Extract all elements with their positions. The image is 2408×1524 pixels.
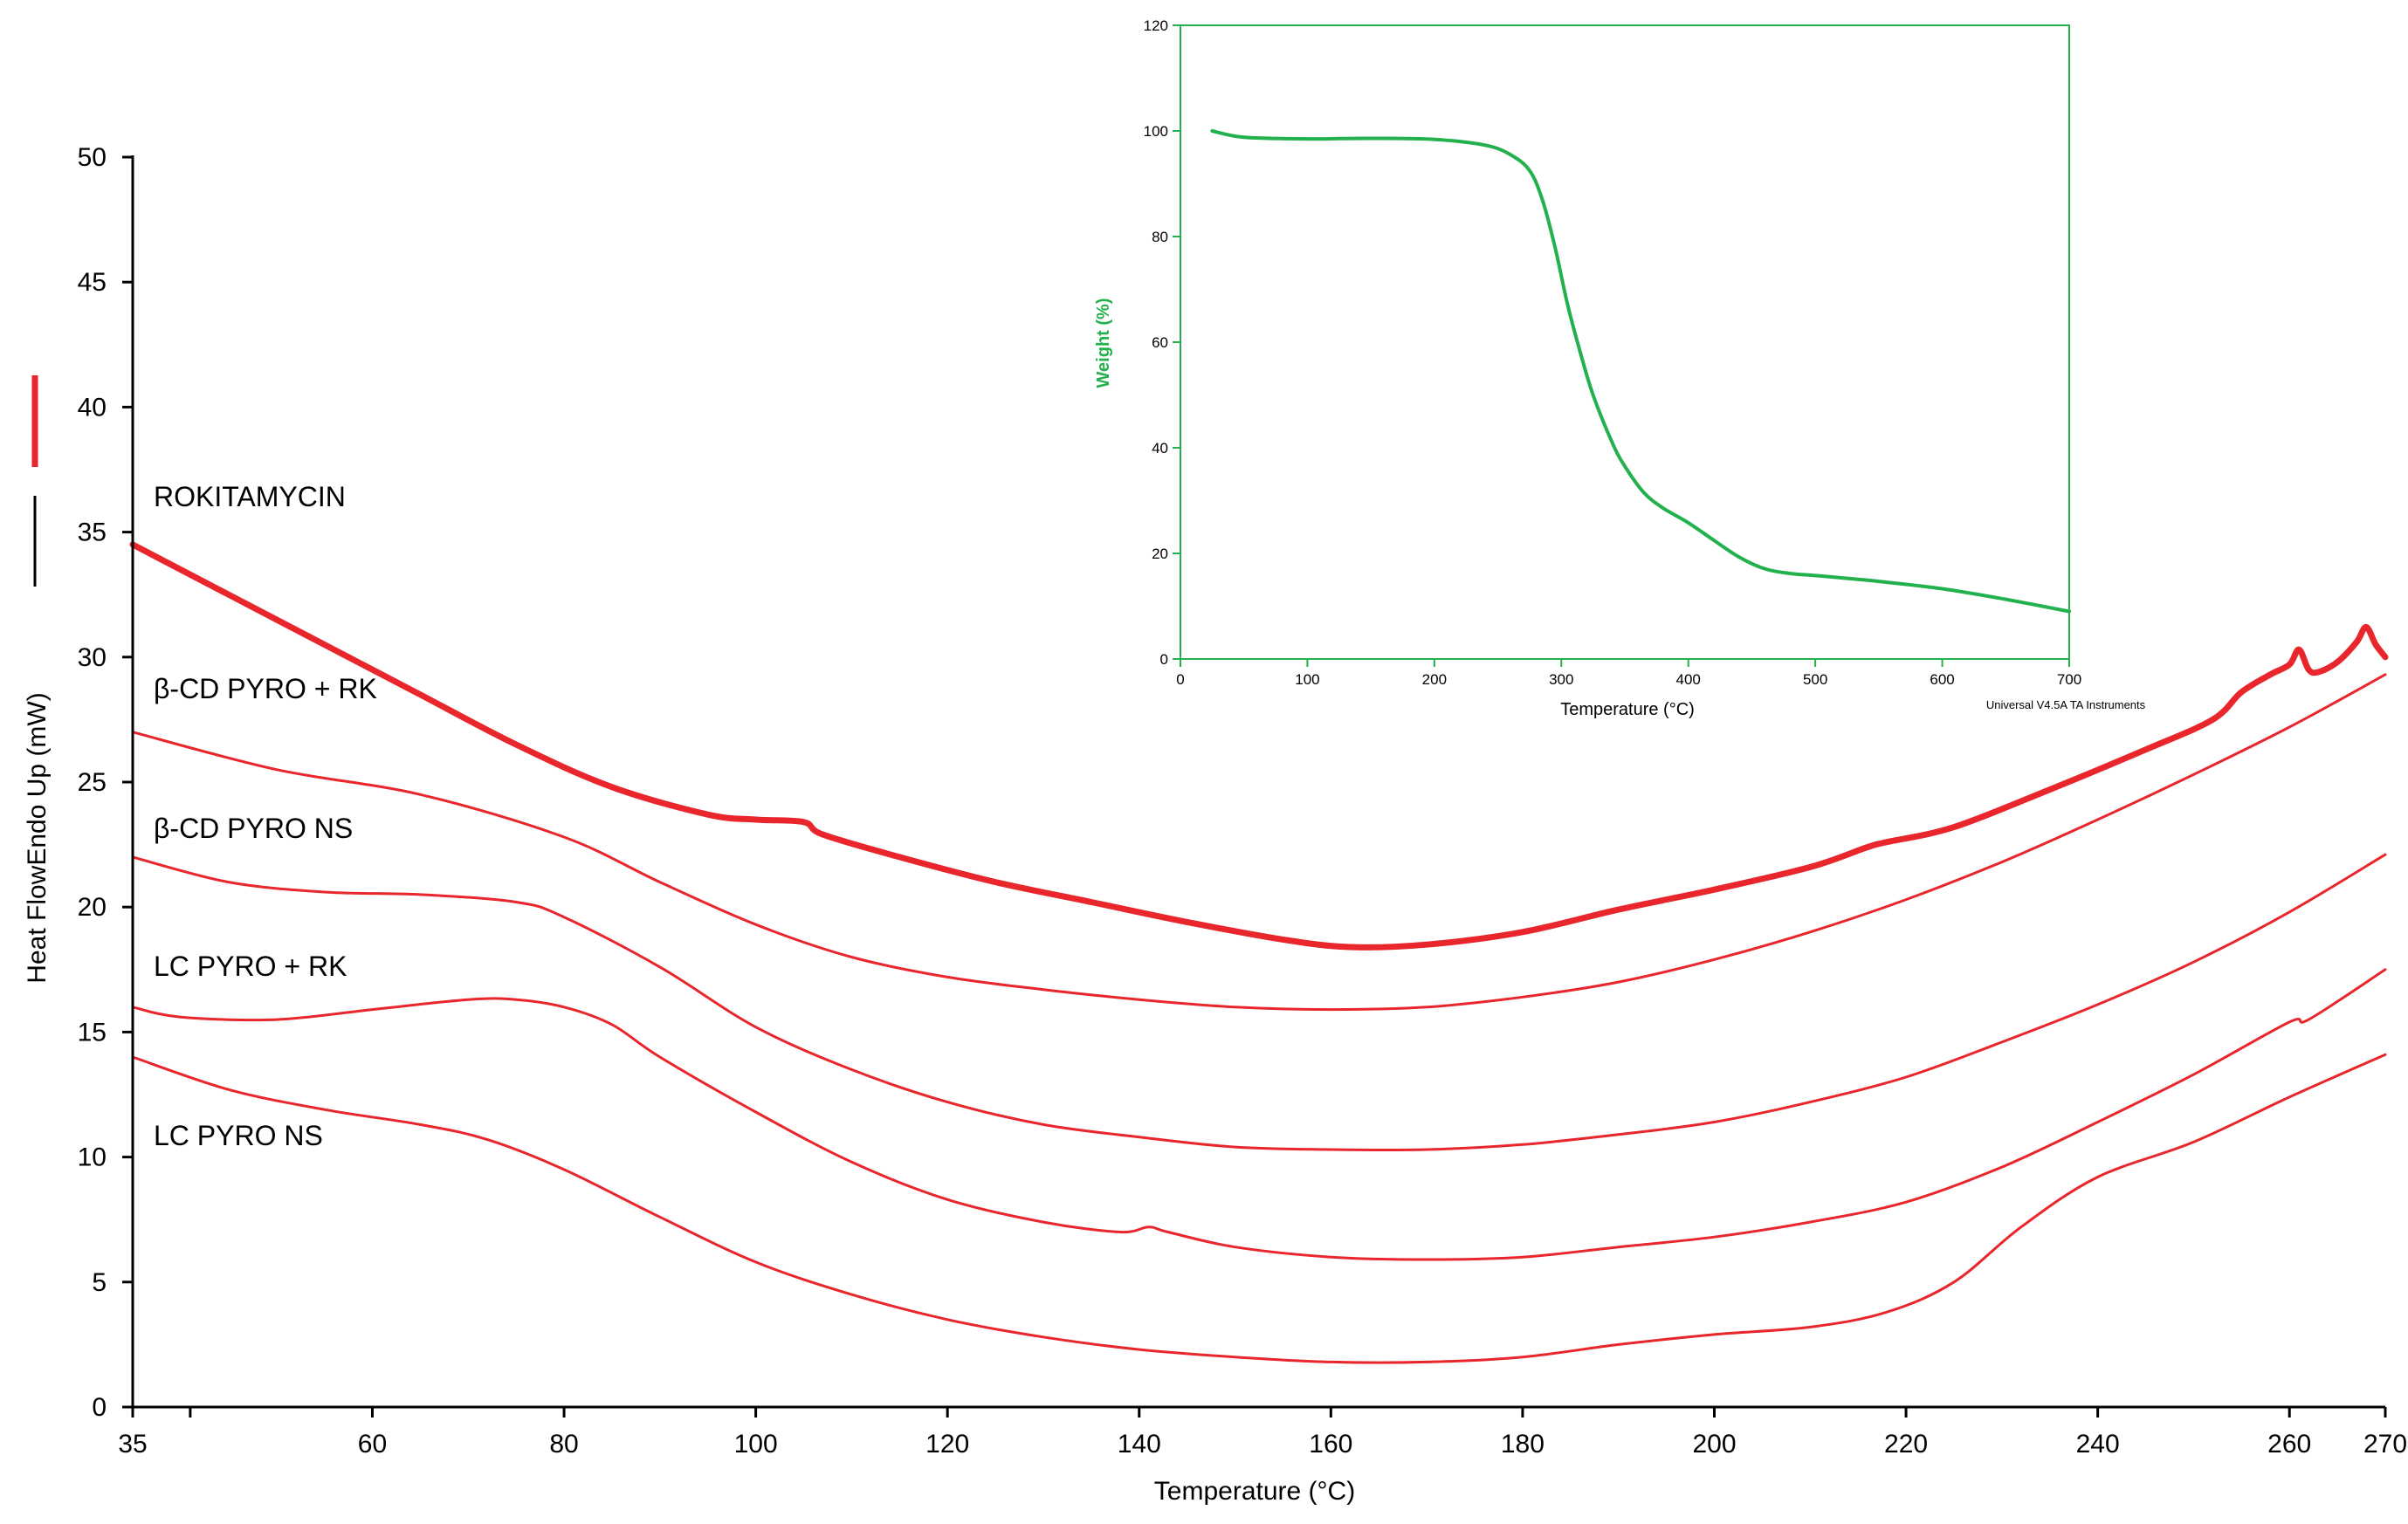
x-tick-label: 120 (925, 1430, 969, 1459)
x-axis-title: Temperature (°C) (1154, 1477, 1355, 1506)
instrument-credit: Universal V4.5A TA Instruments (1986, 698, 2146, 711)
y-tick-label: 15 (78, 1018, 107, 1047)
tga-weight-line (1210, 129, 2071, 614)
inset-y-axis-title: Weight (%) (1094, 299, 1113, 388)
x-tick-label: 180 (1501, 1430, 1545, 1459)
inset-plot-frame (1180, 24, 2070, 660)
series-line (131, 1053, 2387, 1364)
inset-x-tick-label: 500 (1803, 671, 1827, 688)
inset-y-tick-label: 120 (1144, 17, 1168, 34)
x-tick-label: 100 (734, 1430, 778, 1459)
y-tick-label: 10 (78, 1143, 107, 1172)
inset-x-tick-label: 400 (1676, 671, 1701, 688)
inset-x-axis-ticks: 0 100 200 300 400 500 600 700 (1176, 659, 2081, 688)
inset-x-tick-label: 600 (1930, 671, 1954, 688)
series-line (131, 968, 2387, 1261)
series-label: ROKITAMYCIN (154, 481, 346, 512)
y-tick-label: 5 (92, 1268, 107, 1297)
tga-inset-chart: 0 20 40 60 80 100 120 0 100 200 300 400 500 600 700 W… (1094, 17, 2146, 719)
x-tick-label: 60 (358, 1430, 387, 1459)
inset-y-tick-label: 40 (1152, 440, 1168, 457)
inset-y-tick-label: 20 (1152, 546, 1168, 562)
y-tick-label: 20 (78, 893, 107, 922)
y-tick-label: 25 (78, 768, 107, 797)
dsc-chart: 0 5 10 15 20 25 30 35 40 45 50 35 60 80 100 120 140 160 1… (23, 143, 2407, 1506)
y-axis-title-group: Heat FlowEndo Up (mW) (23, 692, 52, 983)
inset-y-axis-ticks: 0 20 40 60 80 100 120 (1144, 17, 1180, 668)
series-label: LC PYRO NS (154, 1120, 323, 1151)
x-axis-ticks: 35 60 80 100 120 140 160 180 200 220 240 260 270 (118, 1407, 2407, 1459)
y-tick-label: 45 (78, 268, 107, 297)
inset-x-axis-title: Temperature (°C) (1560, 700, 1695, 719)
series-line (129, 541, 2389, 951)
inset-y-tick-label: 0 (1160, 651, 1168, 668)
x-tick-label: 160 (1309, 1430, 1352, 1459)
y-axis-ticks: 0 5 10 15 20 25 30 35 40 45 50 (78, 143, 133, 1422)
series-label: β-CD PYRO + RK (154, 673, 377, 704)
inset-x-tick-label: 700 (2057, 671, 2081, 688)
x-tick-label: 260 (2267, 1430, 2311, 1459)
inset-y-tick-label: 60 (1152, 334, 1168, 351)
series-line (131, 853, 2387, 1152)
series-line (131, 673, 2387, 1012)
x-tick-label: 240 (2076, 1430, 2120, 1459)
inset-x-tick-label: 100 (1295, 671, 1319, 688)
series-labels: ROKITAMYCIN β-CD PYRO + RK β-CD PYRO NS LC … (154, 481, 377, 1151)
y-axis-title: Heat FlowEndo Up (mW) (23, 692, 52, 983)
y-tick-label: 30 (78, 643, 107, 672)
y-tick-label: 35 (78, 518, 107, 547)
y-tick-label: 0 (92, 1393, 107, 1422)
x-tick-label: 35 (118, 1430, 147, 1459)
series-label: LC PYRO + RK (154, 951, 347, 982)
inset-y-axis-title-group: Weight (%) (1094, 299, 1113, 388)
tga-series-line (1210, 129, 2071, 614)
series-label: β-CD PYRO NS (154, 813, 353, 844)
x-tick-label: 80 (549, 1430, 578, 1459)
dsc-series-lines (129, 541, 2389, 1364)
inset-x-tick-label: 0 (1176, 671, 1184, 688)
y-tick-label: 40 (78, 393, 107, 422)
y-tick-label: 50 (78, 143, 107, 172)
inset-x-tick-label: 300 (1549, 671, 1573, 688)
x-tick-label: 140 (1118, 1430, 1161, 1459)
inset-x-tick-label: 200 (1422, 671, 1447, 688)
inset-y-tick-label: 80 (1152, 229, 1168, 245)
x-tick-label: 200 (1692, 1430, 1736, 1459)
x-tick-label: 220 (1884, 1430, 1928, 1459)
inset-y-tick-label: 100 (1144, 123, 1168, 140)
x-tick-label: 270 (2363, 1430, 2407, 1459)
